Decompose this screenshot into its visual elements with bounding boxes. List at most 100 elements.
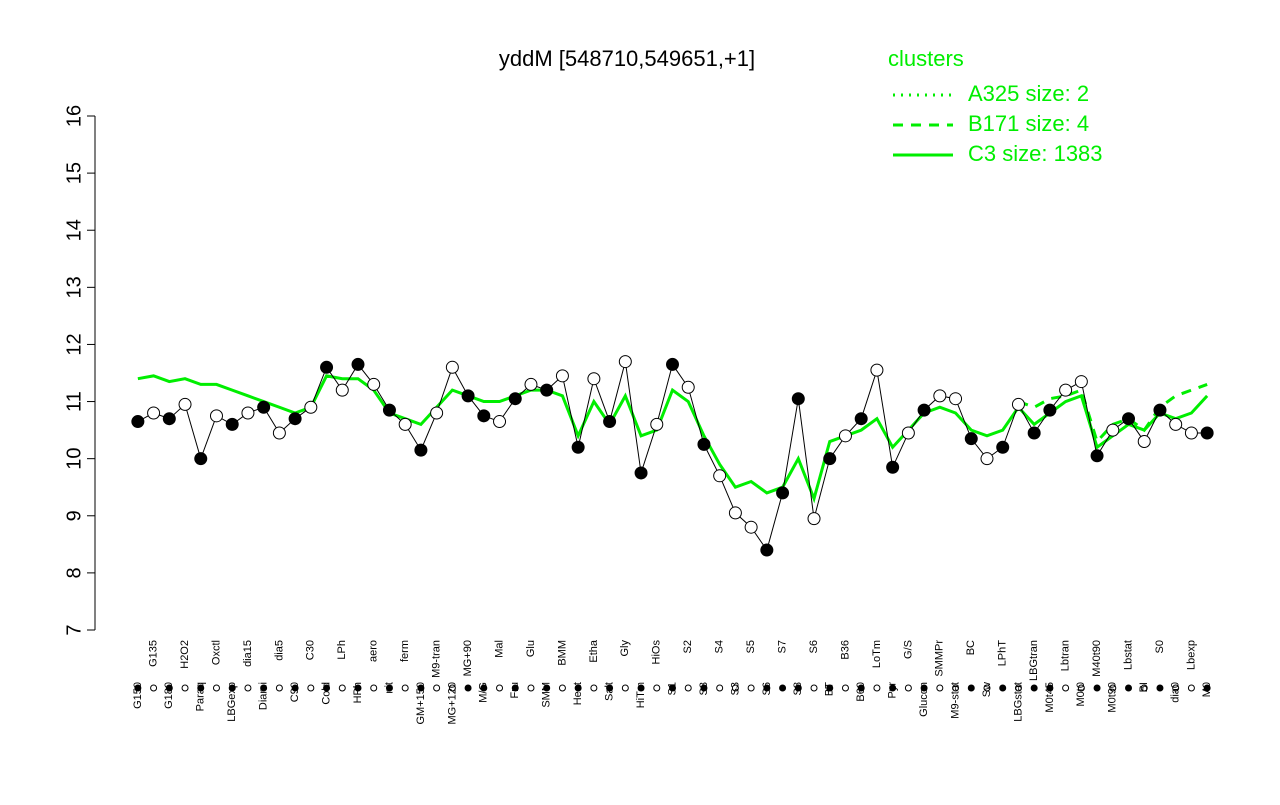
data-point xyxy=(398,417,412,431)
x-tick-label: B36 xyxy=(839,640,851,660)
data-point xyxy=(1106,423,1120,437)
x-tick-label: Salt xyxy=(604,682,616,701)
y-tick-label: 13 xyxy=(63,276,85,298)
category-marker xyxy=(165,684,173,692)
category-marker xyxy=(338,684,346,692)
data-point xyxy=(571,440,585,454)
data-point xyxy=(1122,412,1136,426)
data-point xyxy=(382,403,396,417)
data-point xyxy=(618,355,632,369)
x-tick-label: Heat xyxy=(572,682,584,705)
category-marker xyxy=(401,684,409,692)
category-marker xyxy=(511,684,519,692)
data-point xyxy=(681,380,695,394)
data-point xyxy=(901,426,915,440)
category-marker xyxy=(637,684,645,692)
category-marker xyxy=(354,684,362,692)
x-tick-label: BI xyxy=(1138,682,1150,692)
data-point xyxy=(666,357,679,371)
data-point xyxy=(508,392,522,406)
y-tick-label: 14 xyxy=(63,219,85,241)
category-marker xyxy=(448,684,456,692)
data-point xyxy=(728,506,742,520)
data-point xyxy=(335,383,349,397)
category-marker xyxy=(1172,684,1180,692)
legend-label: B171 size: 4 xyxy=(968,111,1089,136)
data-point xyxy=(241,406,255,420)
category-marker xyxy=(873,684,881,692)
category-marker xyxy=(857,684,865,692)
data-point xyxy=(587,372,601,386)
y-tick-label: 15 xyxy=(63,162,85,184)
data-point xyxy=(760,543,774,557)
data-point xyxy=(917,403,931,417)
data-point xyxy=(886,460,900,474)
category-marker xyxy=(197,684,205,692)
data-point xyxy=(414,443,428,457)
category-marker xyxy=(543,684,551,692)
x-tick-label: Mal xyxy=(493,640,505,658)
data-point xyxy=(1059,383,1073,397)
data-point xyxy=(162,412,176,426)
data-point xyxy=(524,377,538,391)
x-tick-label: MG+120 xyxy=(446,682,458,725)
data-point xyxy=(996,440,1010,454)
category-marker xyxy=(1014,684,1022,692)
data-point xyxy=(1137,435,1151,449)
data-point xyxy=(980,452,994,466)
category-marker xyxy=(181,684,189,692)
x-tick-label: LPh xyxy=(336,640,348,660)
x-tick-label: C90 xyxy=(289,682,301,702)
x-tick-label: S8 xyxy=(792,682,804,695)
x-tick-label: M0t0 xyxy=(1075,682,1087,706)
category-marker xyxy=(889,684,897,692)
x-tick-label: Lbstat xyxy=(1122,640,1134,670)
data-point xyxy=(791,392,805,406)
category-marker xyxy=(763,684,771,692)
x-tick-label: Oxctl xyxy=(210,640,222,665)
category-marker xyxy=(150,684,158,692)
category-marker xyxy=(1187,684,1195,692)
data-point xyxy=(1200,426,1214,440)
category-marker xyxy=(684,684,692,692)
category-marker xyxy=(936,684,944,692)
data-point xyxy=(949,392,963,406)
category-marker xyxy=(260,684,268,692)
data-point xyxy=(194,452,208,466)
category-marker xyxy=(621,684,629,692)
data-point xyxy=(1074,375,1088,389)
data-point xyxy=(272,426,286,440)
x-tick-label: G150 xyxy=(132,682,144,709)
x-tick-label: LBGtran xyxy=(1028,640,1040,681)
category-marker xyxy=(496,684,504,692)
y-tick-label: 11 xyxy=(63,391,85,412)
x-tick-label: dia5 xyxy=(273,640,285,661)
data-point xyxy=(1027,426,1041,440)
data-point xyxy=(367,377,381,391)
x-tick-label: G180 xyxy=(163,682,175,709)
category-marker xyxy=(433,684,441,692)
data-point xyxy=(807,512,821,526)
x-tick-label: Sw xyxy=(981,682,993,697)
x-tick-label: S2 xyxy=(682,640,694,653)
category-marker xyxy=(558,684,566,692)
category-marker xyxy=(574,684,582,692)
data-point xyxy=(1090,449,1104,463)
category-marker xyxy=(841,684,849,692)
x-tick-label: S1 xyxy=(666,682,678,695)
category-marker xyxy=(1109,684,1117,692)
x-tick-label: LPhT xyxy=(997,640,1009,667)
data-point xyxy=(225,417,239,431)
category-marker xyxy=(700,684,708,692)
x-tick-label: S6 xyxy=(761,682,773,695)
category-marker xyxy=(826,684,834,692)
data-point xyxy=(257,400,271,414)
y-tick-label: 8 xyxy=(63,567,85,578)
category-marker xyxy=(307,684,315,692)
category-marker xyxy=(920,684,928,692)
x-tick-label: M/G xyxy=(478,682,490,703)
x-tick-label: SMM xyxy=(541,682,553,708)
y-tick-label: 16 xyxy=(63,105,85,127)
category-marker xyxy=(731,684,739,692)
category-marker xyxy=(1203,684,1211,692)
